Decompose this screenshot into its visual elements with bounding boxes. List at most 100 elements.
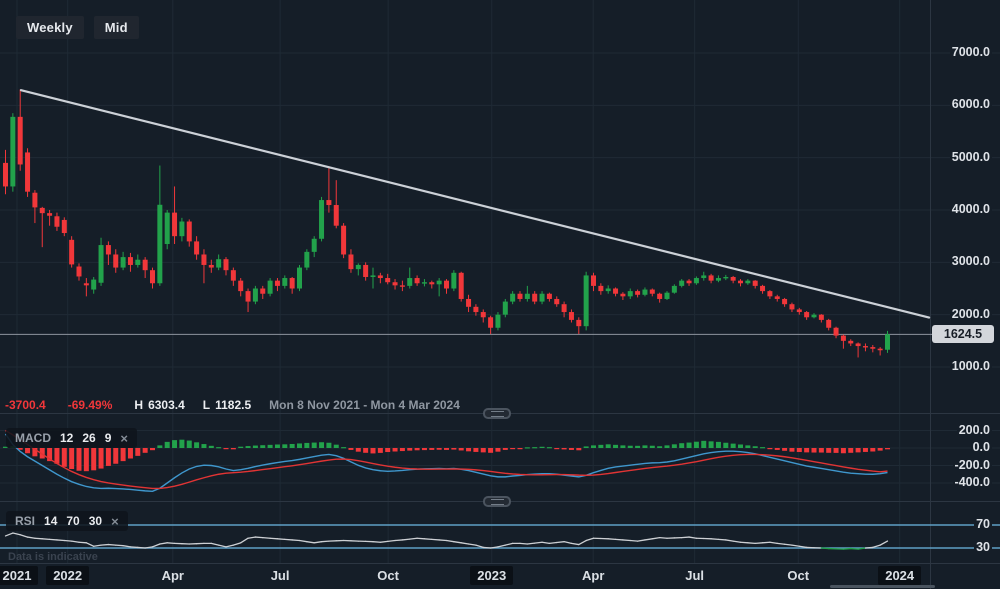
macd-histogram-bar (635, 445, 641, 448)
rsi-line-segment (247, 536, 257, 539)
descending-trendline[interactable] (19, 89, 931, 319)
macd-histogram-bar (444, 448, 449, 450)
rsi-close-icon[interactable]: × (111, 513, 119, 529)
rsi-line-segment (12, 532, 21, 536)
candle-body (554, 298, 560, 305)
rsi-line-segment (115, 544, 124, 547)
candle-body (701, 275, 707, 279)
macd-histogram-bar (83, 448, 89, 472)
macd-histogram-bar (877, 448, 883, 451)
macd-histogram-bar (429, 448, 435, 450)
macd-histogram-bar (789, 448, 795, 452)
candle-body (414, 278, 420, 284)
candle-body (855, 343, 861, 347)
change-percent: -69.49% (67, 398, 113, 412)
macd-histogram-bar (223, 448, 229, 450)
macd-histogram-bar (39, 448, 45, 459)
macd-close-icon[interactable]: × (120, 430, 128, 446)
rsi-line-segment (269, 537, 279, 540)
candle-body (194, 241, 200, 255)
candle-body (598, 285, 604, 292)
candle-body (708, 275, 714, 281)
candle-body (304, 251, 310, 268)
rsi-line-segment (710, 538, 720, 541)
rsi-line-segment (622, 539, 631, 542)
rsi-line-segment (100, 543, 110, 546)
macd-histogram-bar (782, 448, 788, 451)
line-type-button[interactable]: Mid (93, 16, 139, 39)
macd-panel-resize-handle[interactable] (483, 408, 511, 419)
candle-body (524, 293, 530, 299)
candle-body (539, 293, 545, 302)
candle-body (546, 293, 552, 299)
macd-histogram-bar (466, 448, 472, 452)
candle-body (157, 204, 163, 284)
rsi-line-segment (607, 538, 617, 541)
rsi-line-segment (872, 544, 881, 549)
rsi-line-segment (504, 542, 514, 546)
rsi-line-segment (379, 540, 389, 543)
macd-histogram-bar (245, 446, 251, 448)
candle-body (818, 314, 824, 320)
macd-histogram-bar (488, 448, 494, 453)
rsi-layer (0, 524, 1000, 550)
rsi-line-segment (306, 541, 315, 544)
macd-histogram-bar (216, 447, 222, 449)
macd-histogram-bar (414, 448, 420, 451)
price-tick-label: 4000.0 (949, 201, 992, 216)
rsi-line-segment (401, 538, 411, 541)
candle-body (186, 221, 192, 242)
macd-histogram-bar (730, 443, 736, 448)
macd-param-slow: 26 (82, 431, 96, 445)
candle-body (172, 212, 178, 237)
candle-body (760, 285, 766, 292)
candle-body (230, 270, 236, 281)
macd-histogram-bar (818, 448, 824, 453)
macd-histogram-bar (591, 445, 596, 448)
candle-body (319, 200, 325, 239)
macd-histogram-bar (885, 448, 890, 450)
macd-histogram-bar (502, 448, 508, 450)
macd-histogram-bar (399, 448, 405, 452)
rsi-line-segment (159, 542, 168, 545)
macd-histogram-bar (98, 448, 104, 469)
macd-name: MACD (15, 431, 51, 445)
rsi-line-segment (556, 541, 565, 544)
candle-body (83, 283, 89, 286)
rsi-line-segment (776, 542, 786, 545)
macd-histogram-bar (3, 446, 8, 448)
rsi-line-segment (541, 541, 551, 545)
candle-body (480, 312, 486, 318)
macd-layer (3, 429, 890, 493)
candle-body (164, 212, 170, 245)
scrollbar-layer (830, 585, 935, 588)
macd-histogram-bar (127, 448, 133, 459)
candle-body (135, 259, 141, 265)
rsi-line-segment (320, 540, 330, 543)
candle-body (833, 327, 839, 336)
candle-body (341, 225, 347, 255)
macd-histogram-bar (267, 444, 273, 448)
candle-body (370, 275, 376, 277)
macd-histogram-bar (289, 443, 295, 448)
macd-histogram-bar (833, 448, 839, 453)
rsi-line-segment (298, 539, 308, 543)
candle-body (150, 270, 155, 284)
candle-body (723, 276, 729, 279)
macd-histogram-bar (671, 444, 677, 448)
horizontal-scrollbar-thumb[interactable] (830, 585, 935, 588)
candle-body (738, 280, 743, 284)
change-value: -3700.4 (5, 398, 46, 412)
macd-histogram-bar (517, 448, 523, 450)
rsi-line-segment (19, 534, 29, 538)
candle-body (664, 292, 670, 299)
timeframe-button[interactable]: Weekly (16, 16, 84, 39)
macd-histogram-bar (532, 447, 538, 449)
rsi-line-segment (519, 542, 528, 545)
macd-signal-line (5, 429, 888, 490)
rsi-panel-resize-handle[interactable] (483, 496, 511, 507)
price-tick-label: 1000.0 (949, 358, 992, 373)
candle-body (870, 347, 876, 349)
rsi-line-segment (548, 541, 558, 545)
